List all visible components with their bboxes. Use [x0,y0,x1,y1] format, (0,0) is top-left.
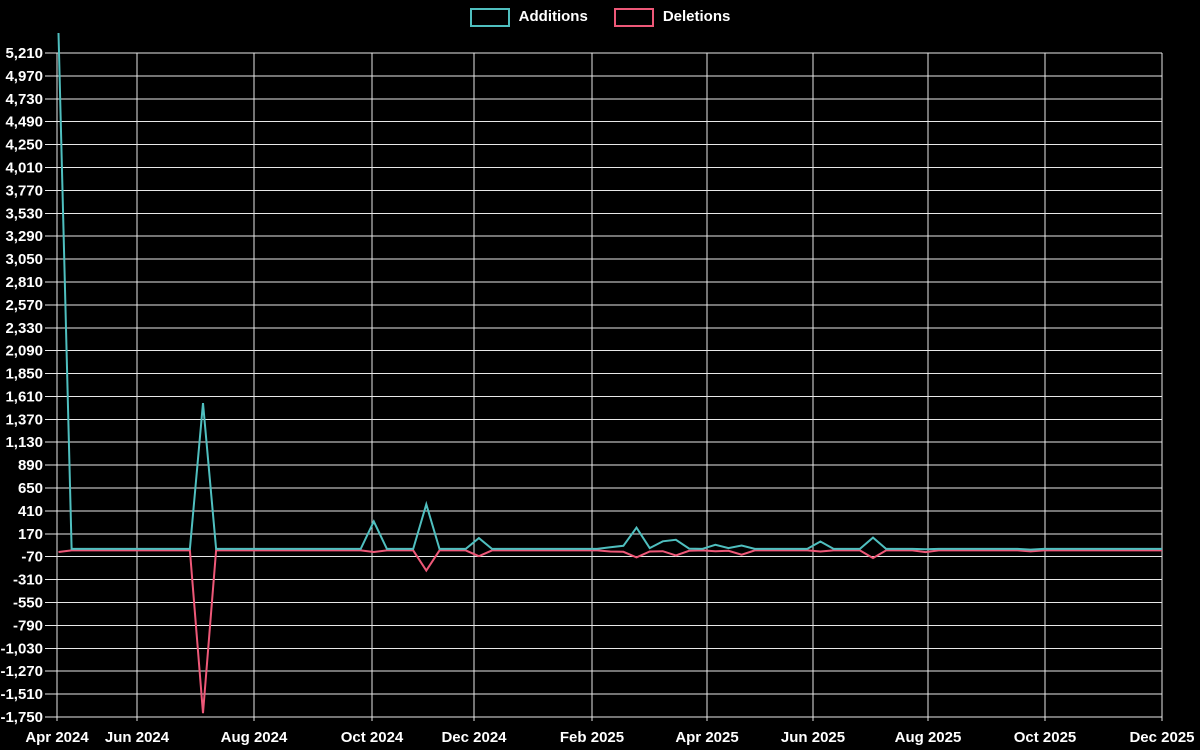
y-tick-label: 2,090 [5,343,43,360]
x-tick-label: Apr 2024 [25,729,89,746]
y-tick-label: 4,970 [5,68,43,85]
y-tick-label: 4,490 [5,114,43,131]
y-tick-label: 4,730 [5,91,43,108]
y-tick-label: 410 [18,503,43,520]
deletions-line [58,549,1162,714]
x-tick-label: Feb 2025 [560,729,624,746]
x-tick-label: Jun 2025 [781,729,845,746]
x-tick-label: Oct 2024 [341,729,404,746]
legend-label-deletions: Deletions [662,8,731,25]
y-tick-label: 2,570 [5,297,43,314]
y-tick-label: 5,210 [5,45,43,62]
y-tick-label: 3,290 [5,228,43,245]
y-tick-label: 3,050 [5,251,43,268]
y-tick-label: 1,370 [5,411,43,428]
y-tick-label: 1,130 [5,434,43,451]
y-tick-label: -1,510 [0,686,43,703]
deletions-swatch-icon [613,7,654,27]
x-tick-label: Oct 2025 [1014,729,1077,746]
y-tick-label: 1,850 [5,366,43,383]
y-tick-label: -550 [13,595,43,612]
x-tick-label: Aug 2025 [895,729,962,746]
y-tick-label: 4,250 [5,137,43,154]
y-tick-label: 1,610 [5,388,43,405]
y-tick-label: 650 [18,480,43,497]
x-tick-label: Jun 2024 [105,729,170,746]
y-tick-label: 2,330 [5,320,43,337]
y-tick-label: 3,530 [5,205,43,222]
legend-item-additions[interactable]: Additions [469,7,588,27]
y-tick-label: 3,770 [5,182,43,199]
y-tick-label: 4,010 [5,159,43,176]
x-tick-label: Dec 2025 [1129,729,1194,746]
y-tick-label: 170 [18,526,43,543]
legend-label-additions: Additions [518,8,588,25]
x-tick-label: Dec 2024 [441,729,507,746]
additions-line [57,32,1162,551]
chart-legend: Additions Deletions [0,7,1200,27]
additions-swatch-icon [469,7,510,27]
y-tick-label: -790 [13,617,43,634]
y-tick-label: 890 [18,457,43,474]
y-tick-label: -1,750 [0,709,43,726]
y-tick-label: -70 [21,549,43,566]
y-tick-label: -1,270 [0,663,43,680]
y-tick-label: -1,030 [0,640,43,657]
y-tick-label: 2,810 [5,274,43,291]
x-tick-label: Apr 2025 [675,729,738,746]
x-tick-label: Aug 2024 [221,729,288,746]
legend-item-deletions[interactable]: Deletions [613,7,731,27]
y-tick-label: -310 [13,572,43,589]
